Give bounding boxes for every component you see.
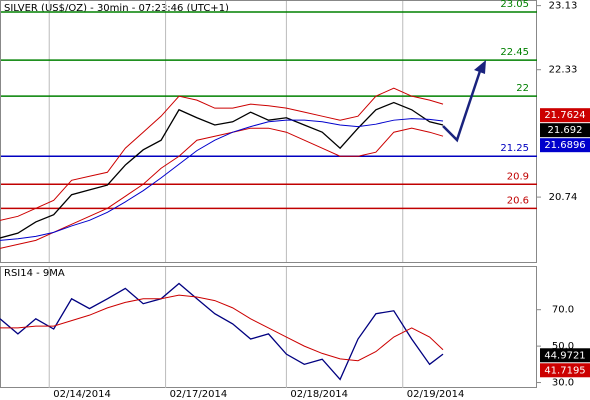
value-tag bbox=[540, 108, 590, 123]
x-tick-label: 02/17/2014 bbox=[170, 389, 228, 400]
y-tick-label: 70.0 bbox=[552, 305, 574, 316]
value-tag bbox=[540, 348, 590, 363]
series-line bbox=[0, 282, 444, 381]
level-label: 22 bbox=[516, 83, 529, 94]
rsi-frame bbox=[0, 266, 537, 388]
value-tag bbox=[540, 138, 590, 153]
level-label: 20.6 bbox=[507, 195, 529, 206]
series-line bbox=[0, 294, 444, 362]
value-tag-label: 21.692 bbox=[548, 125, 583, 136]
arrow-head bbox=[474, 60, 486, 74]
y-tick-label: 50.0 bbox=[552, 341, 574, 352]
value-tag-label: 44.9721 bbox=[544, 350, 585, 361]
level-label: 21.25 bbox=[500, 143, 529, 154]
series-line bbox=[0, 101, 444, 239]
level-label: 23.05 bbox=[500, 0, 529, 10]
y-tick-label: 23.13 bbox=[549, 1, 578, 12]
x-tick-label: 02/18/2014 bbox=[290, 389, 348, 400]
level-label: 22.45 bbox=[500, 47, 529, 58]
rsi-title: RSI14 - 9MA bbox=[4, 268, 65, 279]
chart-title: SILVER (US$/OZ) - 30min - 07:23:46 (UTC+… bbox=[4, 3, 229, 14]
y-tick-label: 20.74 bbox=[549, 192, 578, 203]
x-tick-label: 02/14/2014 bbox=[53, 389, 111, 400]
series-line bbox=[0, 127, 444, 249]
y-tick-label: 22.33 bbox=[549, 65, 578, 76]
value-tag bbox=[540, 123, 590, 138]
y-tick-label: 30.0 bbox=[552, 378, 574, 389]
value-tag bbox=[540, 363, 590, 378]
level-label: 20.9 bbox=[507, 171, 529, 182]
value-tag-label: 41.7195 bbox=[544, 365, 585, 376]
series-line bbox=[0, 118, 444, 241]
value-tag-label: 21.6896 bbox=[544, 140, 585, 151]
x-tick-label: 02/19/2014 bbox=[407, 389, 465, 400]
value-tag-label: 21.7624 bbox=[544, 110, 585, 121]
forecast-arrow bbox=[442, 60, 486, 143]
arrow-line bbox=[442, 67, 483, 143]
series-line bbox=[0, 87, 444, 221]
